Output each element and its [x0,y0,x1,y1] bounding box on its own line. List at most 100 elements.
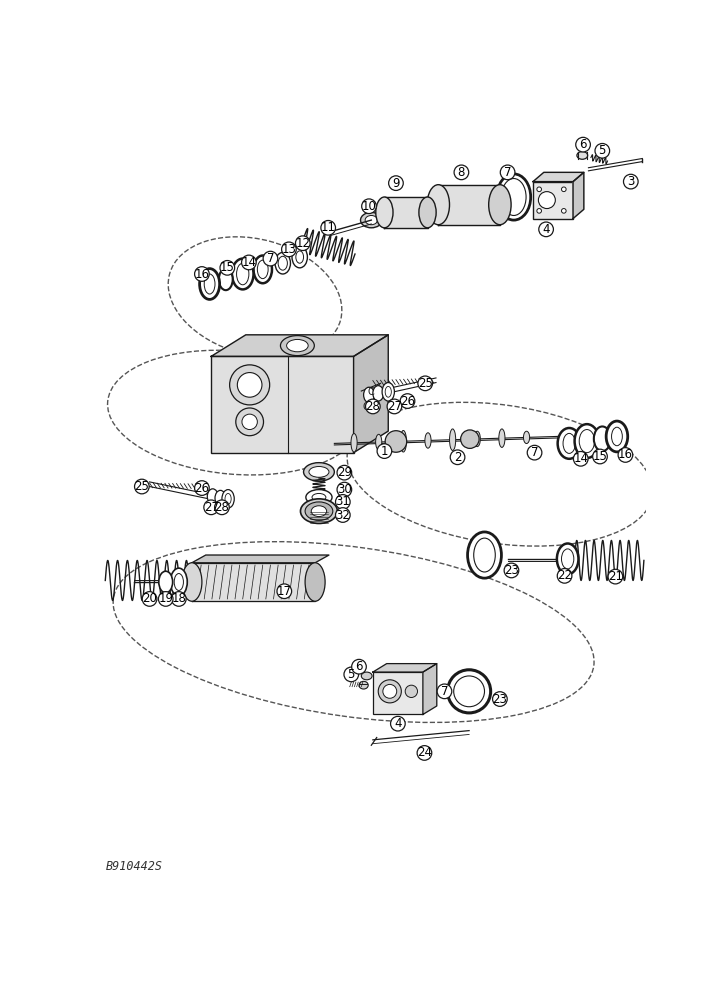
Ellipse shape [383,684,397,698]
Text: 12: 12 [295,237,310,250]
Text: 5: 5 [598,144,606,157]
Text: 31: 31 [336,495,350,508]
Circle shape [321,220,336,235]
Ellipse shape [467,532,501,578]
Polygon shape [438,185,500,225]
Ellipse shape [373,386,384,401]
Bar [373,672,423,714]
Circle shape [557,569,572,583]
Text: 20: 20 [142,592,157,605]
Ellipse shape [579,430,595,453]
Circle shape [539,222,554,237]
Text: 18: 18 [171,592,186,605]
Text: 2: 2 [454,451,462,464]
Polygon shape [384,197,428,228]
Polygon shape [354,335,388,453]
Circle shape [492,692,507,706]
Ellipse shape [300,499,338,523]
Ellipse shape [562,187,566,192]
Ellipse shape [275,252,290,274]
Ellipse shape [174,574,184,590]
Ellipse shape [278,256,287,270]
Text: 24: 24 [417,746,432,759]
Ellipse shape [557,544,578,574]
Circle shape [171,592,186,606]
Circle shape [263,251,278,266]
Ellipse shape [230,365,270,405]
Text: 23: 23 [492,693,508,706]
Ellipse shape [562,549,574,569]
Circle shape [454,165,469,180]
Text: 6: 6 [355,660,363,673]
Polygon shape [533,172,584,182]
Text: 14: 14 [573,452,588,465]
Ellipse shape [222,490,234,508]
Circle shape [390,716,405,731]
Text: 7: 7 [504,166,511,179]
Polygon shape [423,664,437,714]
Circle shape [194,267,210,281]
Circle shape [418,376,433,391]
Text: 25: 25 [418,377,433,390]
Circle shape [576,137,590,152]
Ellipse shape [306,490,332,505]
Circle shape [500,165,515,180]
Circle shape [336,495,350,509]
Ellipse shape [225,493,231,504]
Text: 28: 28 [366,400,380,413]
Ellipse shape [253,256,272,283]
Circle shape [282,242,296,257]
Text: 22: 22 [557,569,572,582]
Ellipse shape [235,408,264,436]
Text: 26: 26 [400,395,415,408]
Ellipse shape [361,212,382,228]
Ellipse shape [562,209,566,213]
Text: 4: 4 [542,223,550,236]
Ellipse shape [385,386,392,397]
Ellipse shape [238,373,262,397]
Text: 7: 7 [531,446,539,459]
Circle shape [377,444,392,458]
Circle shape [194,481,210,495]
Circle shape [527,445,542,460]
Circle shape [593,449,607,464]
Circle shape [220,261,235,275]
Ellipse shape [539,192,555,209]
Ellipse shape [359,681,368,689]
Circle shape [143,592,157,606]
Text: 5: 5 [348,668,355,681]
Ellipse shape [287,339,308,352]
Ellipse shape [523,431,530,444]
Bar [211,356,354,453]
Ellipse shape [427,185,449,225]
Ellipse shape [461,430,479,448]
Text: 27: 27 [387,400,402,413]
Circle shape [135,479,149,494]
Polygon shape [211,335,388,356]
Circle shape [277,584,292,599]
Ellipse shape [474,538,495,572]
Text: 1: 1 [381,445,388,458]
Text: 11: 11 [320,221,336,234]
Ellipse shape [575,424,599,458]
Ellipse shape [449,429,456,450]
Ellipse shape [281,336,315,356]
Text: 15: 15 [593,450,608,463]
Text: 15: 15 [220,261,235,274]
Ellipse shape [378,680,401,703]
Text: 7: 7 [266,252,274,265]
Circle shape [351,659,366,674]
Ellipse shape [305,563,325,601]
Text: C: C [363,402,369,412]
Text: 30: 30 [337,483,352,496]
Ellipse shape [204,274,215,294]
Ellipse shape [400,430,406,452]
Text: 13: 13 [282,243,297,256]
Circle shape [595,143,610,158]
Circle shape [337,465,351,480]
Circle shape [295,236,310,251]
Ellipse shape [365,215,377,225]
Ellipse shape [425,433,431,448]
Ellipse shape [563,433,575,453]
Ellipse shape [237,263,249,285]
